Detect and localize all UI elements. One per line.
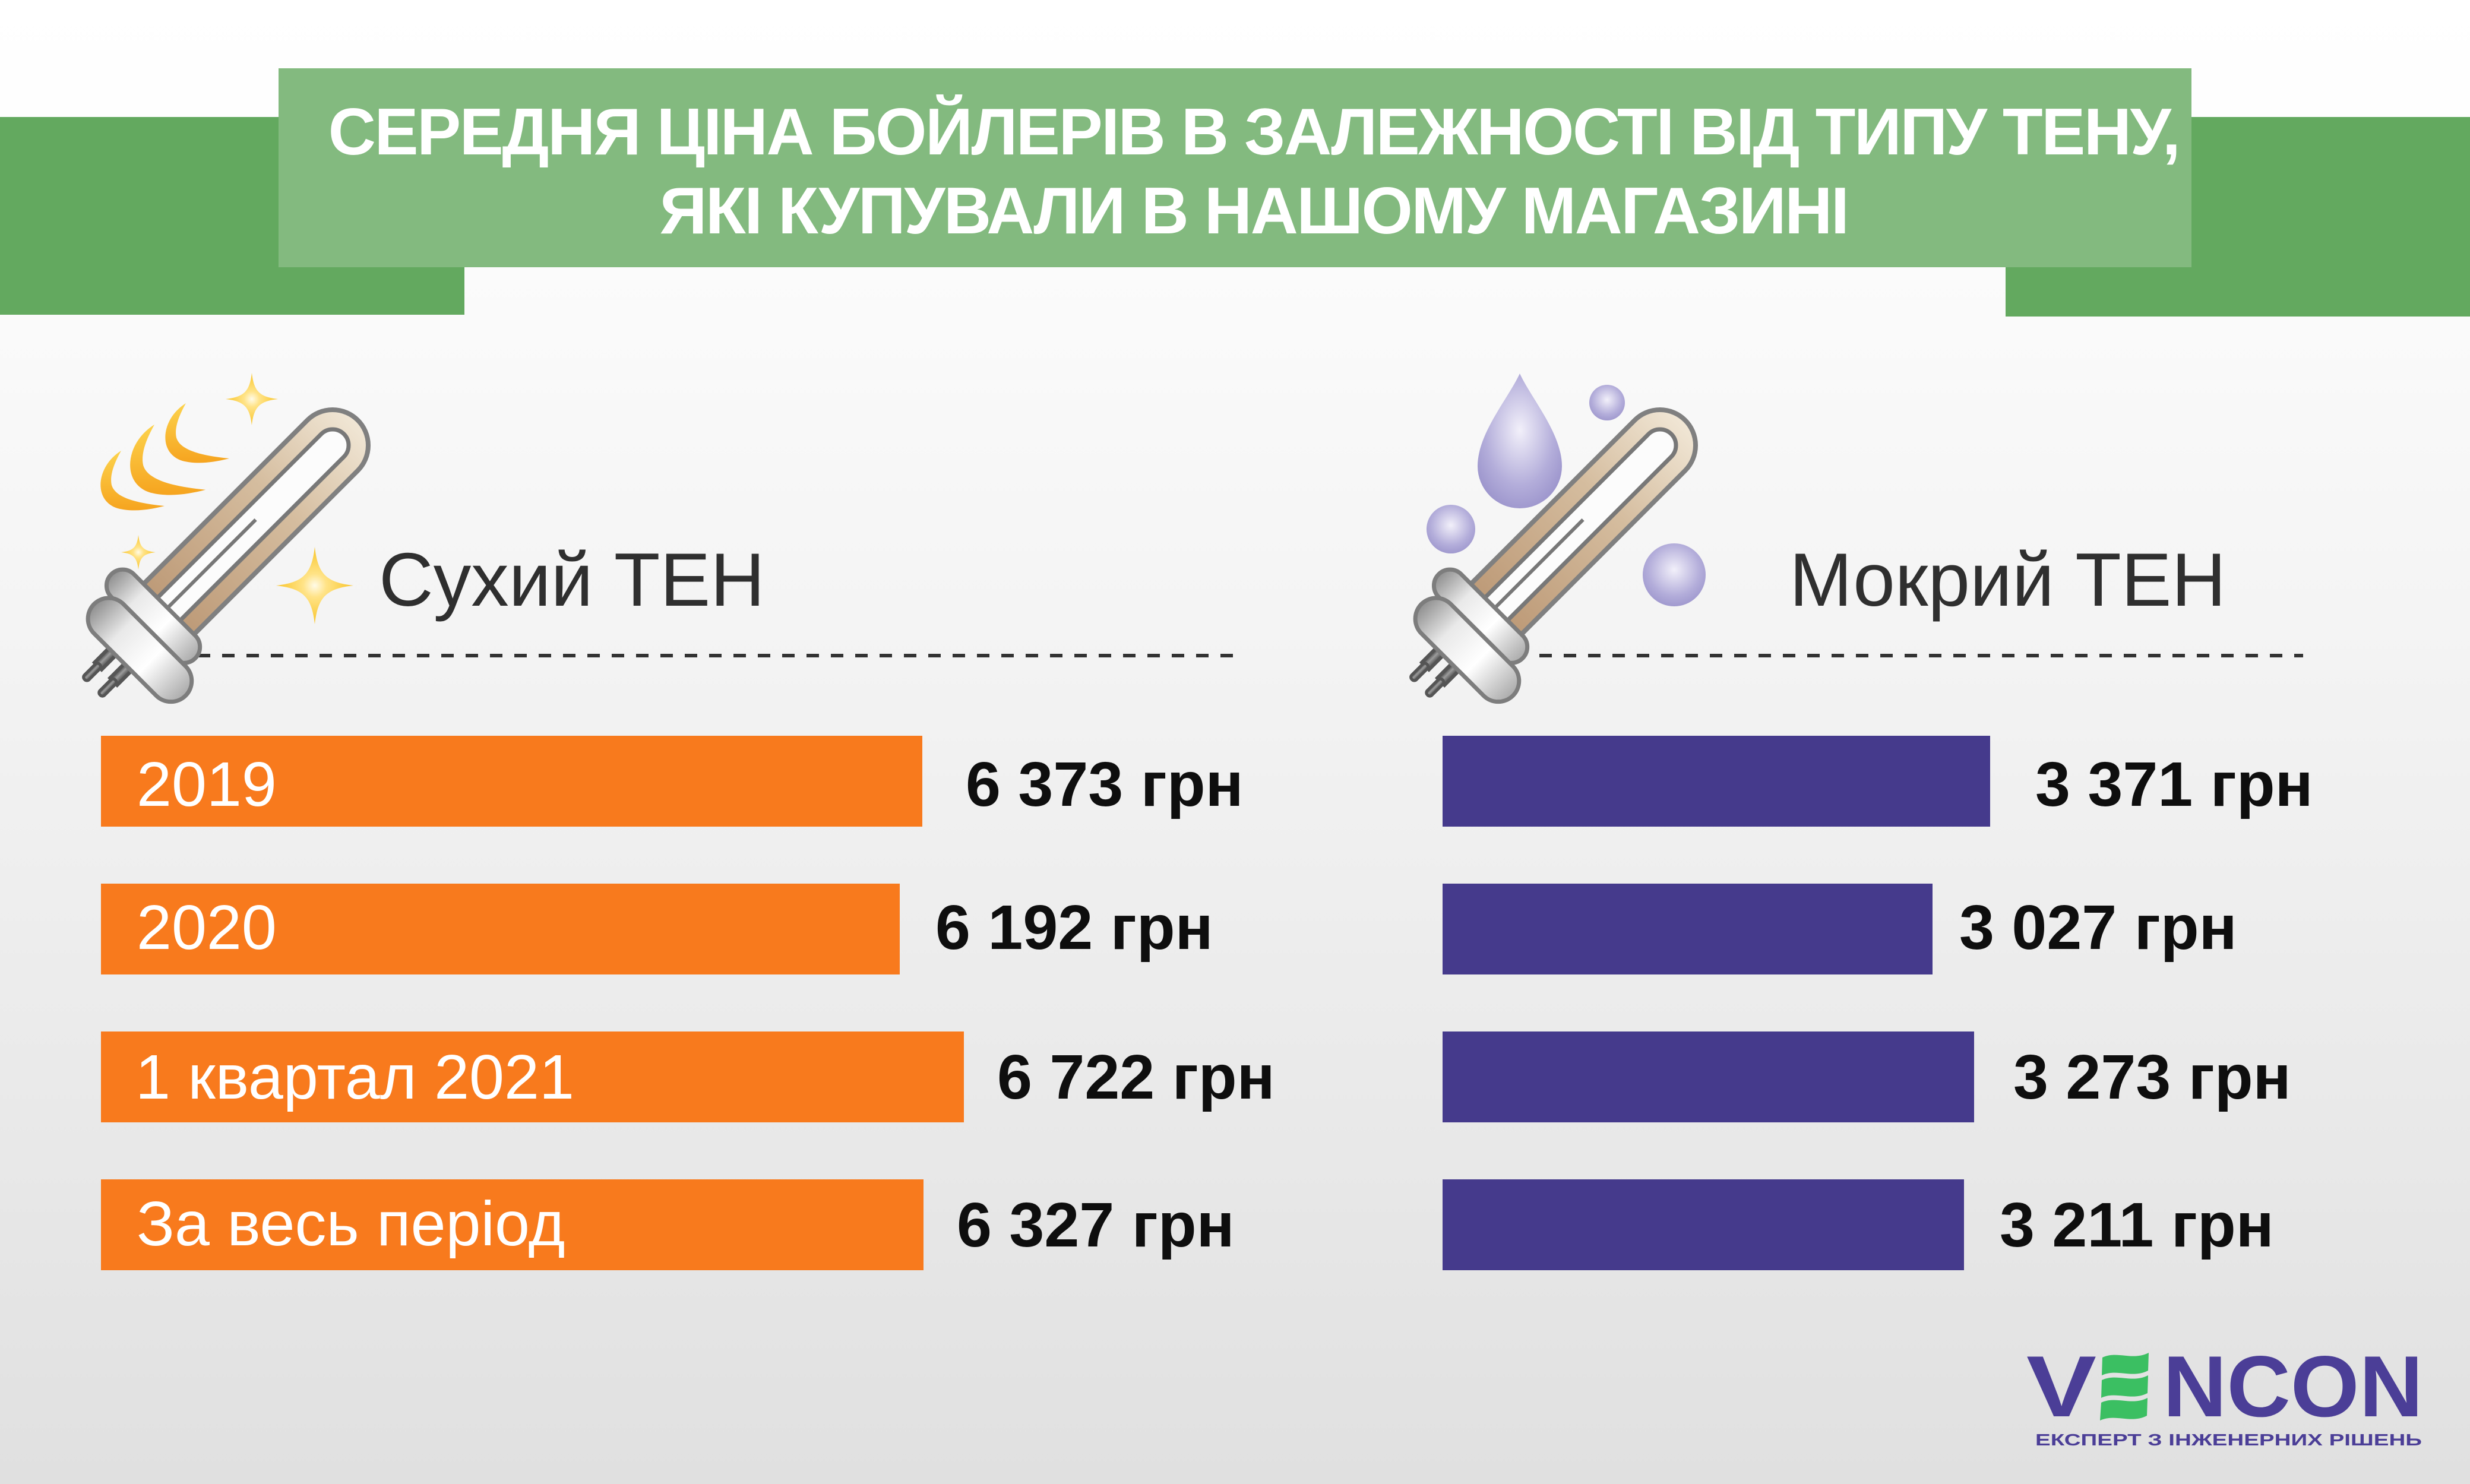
svg-text:ЕКСПЕРТ З ІНЖЕНЕРНИХ РІШЕНЬ: ЕКСПЕРТ З ІНЖЕНЕРНИХ РІШЕНЬ bbox=[2035, 1431, 2422, 1449]
svg-text:V: V bbox=[2026, 1338, 2096, 1435]
svg-text:NCON: NCON bbox=[2163, 1338, 2423, 1435]
